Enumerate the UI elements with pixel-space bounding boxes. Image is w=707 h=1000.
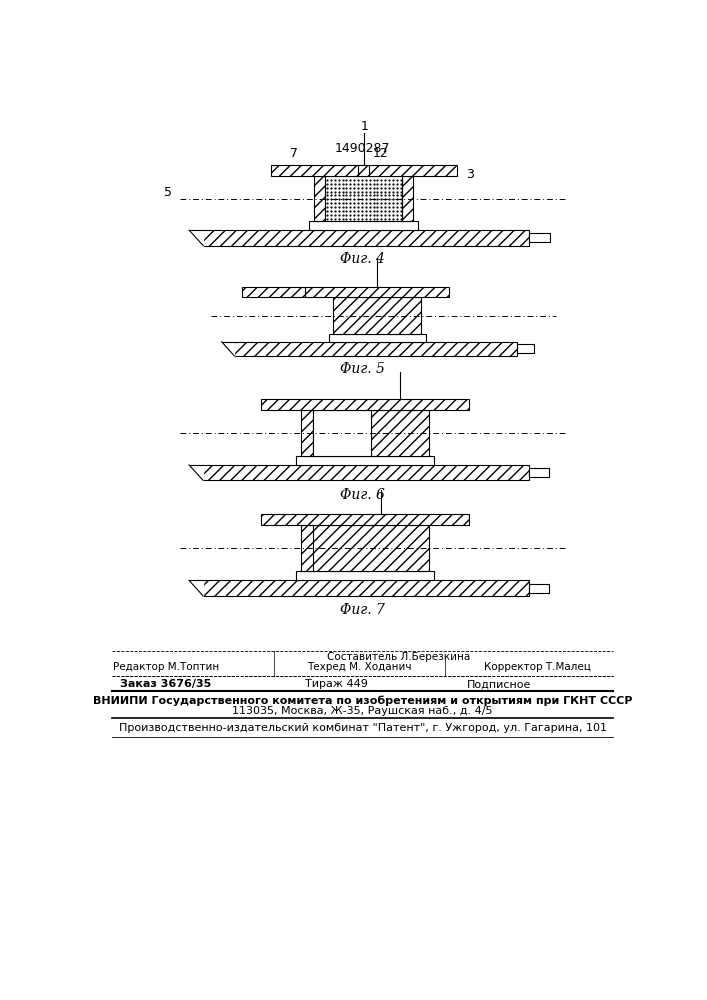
Bar (271, 165, 457, 176)
Text: 113035, Москва, Ж-35, Раушская наб., д. 4/5: 113035, Москва, Ж-35, Раушская наб., д. … (233, 706, 493, 716)
Text: Заказ 3676/35: Заказ 3676/35 (120, 679, 211, 689)
Text: ВНИИПИ Государственного комитета по изобретениям и открытиям при ГКНТ СССР: ВНИИПИ Государственного комитета по изоб… (93, 695, 633, 706)
Bar (203, 465, 529, 480)
Bar (529, 468, 549, 477)
Text: Редактор М.Топтин: Редактор М.Топтин (112, 662, 219, 672)
Bar (203, 230, 529, 246)
Text: 3: 3 (467, 168, 474, 181)
Bar (517, 344, 534, 353)
Text: Φиг. 5: Φиг. 5 (340, 362, 385, 376)
Bar (261, 514, 469, 525)
Bar (309, 221, 418, 230)
Bar (305, 287, 449, 297)
Bar (261, 399, 469, 410)
Bar (371, 410, 429, 456)
Text: Техред М. Ходанич: Техред М. Ходанич (308, 662, 412, 672)
Bar (296, 456, 434, 465)
Text: 1490287: 1490287 (335, 142, 390, 155)
Text: Φиг. 6: Φиг. 6 (340, 488, 385, 502)
Bar (314, 176, 325, 221)
Bar (529, 584, 549, 593)
Bar (296, 571, 434, 580)
Bar (234, 342, 517, 356)
Bar (329, 334, 426, 342)
Bar (325, 176, 402, 221)
Polygon shape (222, 342, 234, 356)
Text: Подписное: Подписное (467, 679, 532, 689)
Text: Φиг. 4: Φиг. 4 (340, 252, 385, 266)
Text: 1: 1 (361, 120, 369, 133)
Polygon shape (189, 580, 203, 596)
Bar (402, 176, 413, 221)
Text: Составитель Л.Березкина: Составитель Л.Березкина (327, 652, 470, 662)
Bar (358, 165, 369, 176)
Bar (313, 410, 371, 456)
Bar (300, 410, 313, 456)
Bar (333, 297, 421, 334)
Text: Производственно-издательский комбинат "Патент", г. Ужгород, ул. Гагарина, 101: Производственно-издательский комбинат "П… (119, 723, 607, 733)
Text: Корректор Т.Малец: Корректор Т.Малец (484, 662, 591, 672)
Text: 12: 12 (373, 147, 388, 160)
Bar (242, 287, 305, 297)
Text: 7: 7 (290, 147, 298, 160)
Text: 5: 5 (164, 186, 173, 199)
Text: Тираж 449: Тираж 449 (305, 679, 368, 689)
Polygon shape (189, 230, 203, 246)
Text: Φиг. 7: Φиг. 7 (340, 603, 385, 617)
Bar (529, 233, 550, 242)
Bar (203, 580, 529, 596)
Polygon shape (189, 465, 203, 480)
Bar (300, 525, 429, 571)
